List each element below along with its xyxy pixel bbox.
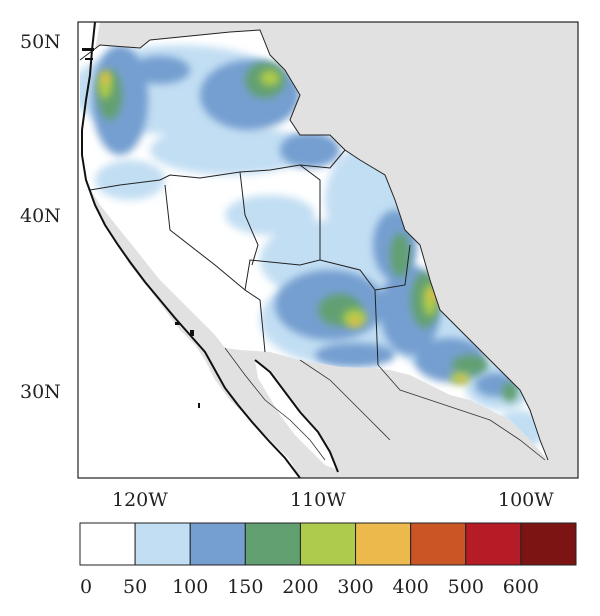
lat-label-30n: 30N [20,381,61,403]
colorbar-label-400: 400 [393,576,429,598]
colorbar-label-100: 100 [172,576,208,598]
colorbar-swatch-5 [355,522,412,566]
lon-label-100w: 100W [498,489,554,511]
gulf-of-california [255,360,338,470]
colorbar-label-500: 500 [448,576,484,598]
colorbar-swatch-2 [189,522,246,566]
colorbar-label-200: 200 [282,576,318,598]
colorbar: 0 50 100 150 200 300 400 500 600 [79,522,577,598]
colorbar-label-150: 150 [227,576,263,598]
precipitation-field [80,30,548,460]
colorbar-swatch-1 [134,522,191,566]
colorbar-swatch-8 [520,522,577,566]
colorbar-swatch-6 [410,522,467,566]
colorbar-label-300: 300 [337,576,373,598]
lat-label-40n: 40N [20,205,61,227]
lon-label-110w: 110W [290,489,346,511]
colorbar-swatch-7 [465,522,522,566]
colorbar-label-50: 50 [123,576,147,598]
lat-label-50n: 50N [20,31,61,53]
colorbar-swatch-3 [244,522,301,566]
colorbar-swatch-0 [79,522,136,566]
region-borders [79,29,549,461]
map-frame [77,21,579,479]
map-area [78,22,578,478]
mexico-borders [224,347,546,461]
lon-label-120w: 120W [112,489,168,511]
colorbar-label-0: 0 [80,576,92,598]
island-details [82,48,200,408]
ocean-area [78,22,300,478]
colorbar-label-600: 600 [503,576,539,598]
colorbar-swatch-4 [299,522,357,566]
coastline [81,22,339,478]
